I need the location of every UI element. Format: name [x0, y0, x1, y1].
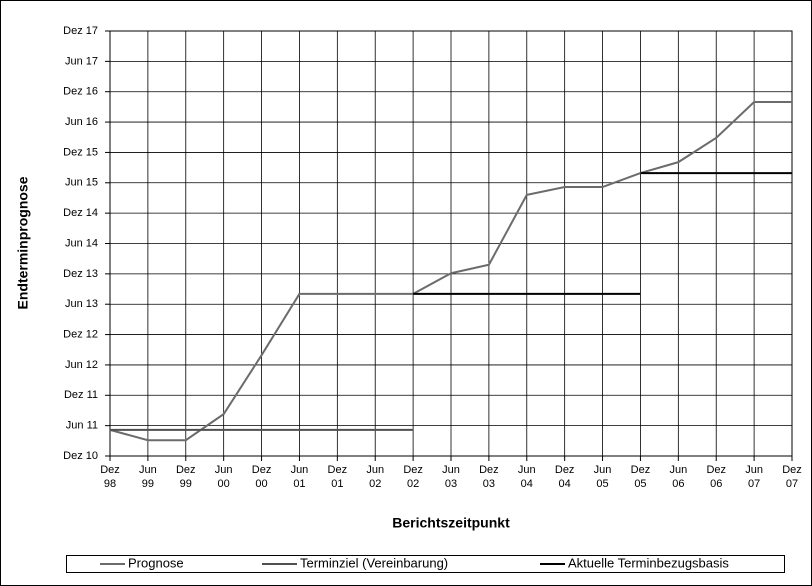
x-tick-label: Jun 07	[745, 464, 763, 490]
x-tick-label: Dez 03	[479, 464, 499, 490]
x-tick-label: Jun 01	[290, 464, 309, 490]
x-tick-label: Jun 04	[517, 464, 536, 490]
y-tick-label: Jun 11	[66, 420, 98, 432]
y-tick-label: Jun 13	[65, 298, 98, 310]
legend-label: Terminziel (Vereinbarung)	[300, 555, 448, 570]
y-tick-label: Dez 11	[64, 389, 98, 401]
y-tick-label: Jun 12	[65, 359, 98, 371]
plot-frame	[109, 30, 793, 457]
x-tick-label: Jun 03	[442, 464, 460, 490]
x-tick-label: Dez 98	[100, 464, 120, 490]
y-tick-label: Dez 12	[63, 328, 98, 340]
y-tick-label: Dez 15	[63, 146, 98, 158]
x-tick-label: Dez 02	[403, 464, 423, 490]
y-tick-label: Dez 10	[63, 450, 98, 462]
x-tick-label: Dez 99	[175, 464, 196, 490]
y-tick-label: Dez 13	[63, 268, 98, 280]
y-tick-label: Dez 16	[63, 86, 98, 98]
y-tick-label: Dez 17	[63, 25, 98, 37]
y-tick-label: Jun 15	[65, 177, 98, 189]
x-tick-label: Jun 00	[214, 464, 233, 490]
x-tick-label: Dez 01	[327, 464, 348, 490]
x-tick-label: Jun 06	[669, 464, 688, 490]
x-tick-label: Dez 04	[554, 464, 575, 490]
y-tick-label: Jun 14	[65, 237, 98, 249]
series-line	[413, 172, 792, 295]
x-tick-label: Dez 06	[706, 464, 726, 490]
x-tick-label: Jun 02	[366, 464, 385, 490]
y-tick-label: Jun 17	[65, 55, 98, 67]
legend-label: Aktuelle Terminbezugsbasis	[568, 555, 729, 570]
y-tick-label: Dez 14	[63, 207, 98, 219]
y-tick-label: Jun 16	[65, 116, 98, 128]
x-axis-title: Berichtszeitpunkt	[392, 515, 510, 531]
legend-label: Prognose	[128, 555, 184, 570]
x-tick-label: Jun 99	[139, 464, 157, 490]
series-line	[109, 101, 792, 442]
legend-box	[66, 555, 785, 573]
x-tick-label: Dez 07	[782, 464, 802, 490]
x-tick-label: Dez 05	[630, 464, 651, 490]
y-axis-title: Endterminprognose	[15, 176, 31, 309]
x-tick-label: Jun 05	[593, 464, 612, 490]
x-tick-label: Dez 00	[251, 464, 272, 490]
